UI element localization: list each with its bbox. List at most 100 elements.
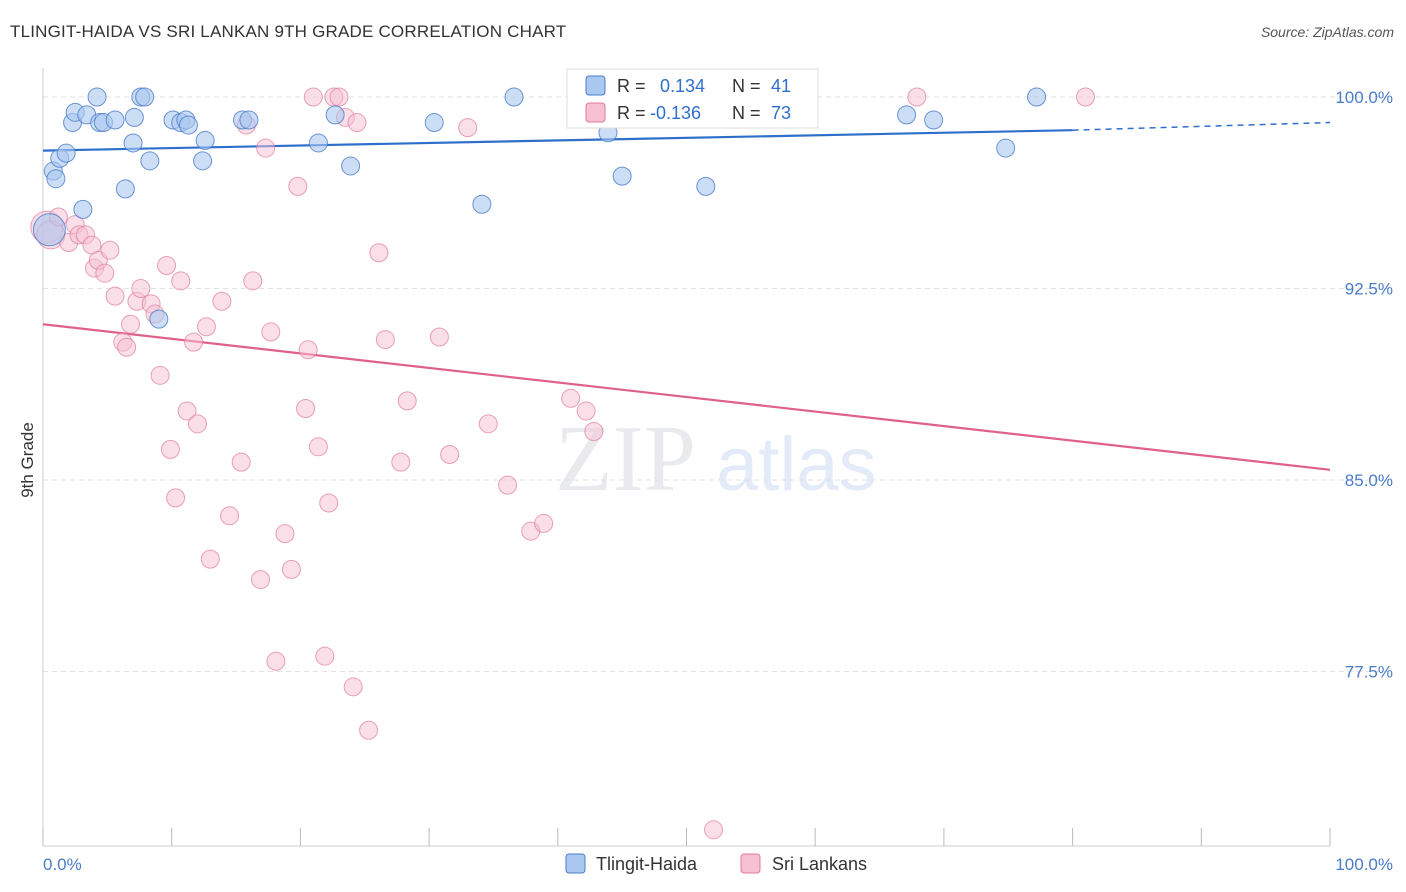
tlingit-haida-point bbox=[149, 309, 169, 329]
sri-lankans-point bbox=[157, 256, 177, 276]
sri-lankans-point bbox=[704, 820, 724, 840]
sri-lankans-point bbox=[177, 401, 197, 421]
sri-lankans-point bbox=[907, 87, 927, 107]
tlingit-haida-point bbox=[239, 110, 259, 130]
tlingit-haida-points bbox=[32, 87, 1047, 329]
sri-lankans-point bbox=[171, 271, 191, 291]
sri-lankans-point bbox=[498, 475, 518, 495]
legend-n-label-2: N = bbox=[732, 103, 761, 123]
tlingit-haida-point bbox=[87, 87, 107, 107]
tlingit-haida-point bbox=[195, 130, 215, 150]
sri-lankans-point bbox=[261, 322, 281, 342]
tlingit-haida-point bbox=[123, 133, 143, 153]
sri-lankans-point bbox=[375, 330, 395, 350]
sri-lankans-point bbox=[440, 444, 460, 464]
tlingit-haida-point bbox=[924, 110, 944, 130]
tlingit-haida-point bbox=[504, 87, 524, 107]
tlingit-haida-point bbox=[32, 213, 66, 247]
sri-lankans-point bbox=[561, 388, 581, 408]
watermark-atlas: atlas bbox=[716, 422, 877, 507]
sri-lankans-point bbox=[303, 87, 323, 107]
sri-lankans-point bbox=[187, 414, 207, 434]
sri-lankans-point bbox=[150, 365, 170, 385]
sri-lankans-point bbox=[429, 327, 449, 347]
x-tick-label-100: 100.0% bbox=[1335, 855, 1393, 874]
sri-lankans-point bbox=[200, 549, 220, 569]
sri-lankans-point bbox=[576, 401, 596, 421]
tlingit-haida-point bbox=[46, 169, 66, 189]
legend-box bbox=[566, 68, 819, 129]
chart-title: TLINGIT-HAIDA VS SRI LANKAN 9TH GRADE CO… bbox=[10, 22, 567, 41]
sri-lankans-point bbox=[196, 317, 216, 337]
sri-lankans-point bbox=[117, 337, 137, 357]
legend-r-value-2: -0.136 bbox=[650, 103, 701, 123]
axes bbox=[42, 68, 1331, 847]
x-tick-label-0: 0.0% bbox=[43, 855, 82, 874]
trend-line-sri-lankans bbox=[42, 323, 1331, 471]
sri-lankans-point bbox=[478, 414, 498, 434]
y-tick-label: 100.0% bbox=[1335, 88, 1393, 107]
tlingit-haida-point bbox=[124, 107, 144, 127]
sri-lankans-point bbox=[220, 506, 240, 526]
sri-lankans-point bbox=[1075, 87, 1095, 107]
sri-lankans-point bbox=[281, 559, 301, 579]
legend-r-value-1: 0.134 bbox=[660, 76, 705, 96]
tlingit-haida-point bbox=[472, 194, 492, 214]
series-legend: Tlingit-Haida Sri Lankans bbox=[565, 853, 867, 874]
tlingit-haida-point bbox=[193, 151, 213, 171]
sri-lankans-point bbox=[251, 570, 271, 590]
sri-lankans-point bbox=[534, 513, 554, 533]
tlingit-haida-point bbox=[178, 115, 198, 135]
sri-lankans-point bbox=[369, 243, 389, 263]
trend-line-tlingit-haida-extension bbox=[1072, 121, 1331, 131]
sri-lankans-point bbox=[359, 720, 379, 740]
sri-lankans-point bbox=[243, 271, 263, 291]
sri-lankans-point bbox=[105, 286, 125, 306]
y-axis-title: 9th Grade bbox=[18, 422, 37, 498]
tlingit-haida-point bbox=[73, 199, 93, 219]
sri-lankans-point bbox=[95, 263, 115, 283]
sri-lankans-point bbox=[298, 340, 318, 360]
tlingit-haida-point bbox=[424, 113, 444, 133]
tlingit-haida-point bbox=[612, 166, 632, 186]
sri-lankans-point bbox=[288, 176, 308, 196]
series-legend-label-tlingit-haida: Tlingit-Haida bbox=[596, 854, 698, 874]
sri-lankans-point bbox=[121, 314, 141, 334]
tlingit-haida-point bbox=[996, 138, 1016, 158]
legend-r-label-1: R = bbox=[617, 76, 646, 96]
trend-line-tlingit-haida bbox=[42, 129, 1073, 152]
sri-lankans-point bbox=[166, 488, 186, 508]
tlingit-haida-point bbox=[897, 105, 917, 125]
series-legend-swatch-sri-lankans bbox=[740, 853, 761, 874]
watermark: ZIP atlas bbox=[555, 407, 877, 511]
legend-swatch-blue bbox=[585, 75, 606, 96]
legend-n-label-1: N = bbox=[732, 76, 761, 96]
sri-lankans-point bbox=[329, 87, 349, 107]
y-tick-label: 92.5% bbox=[1345, 280, 1393, 299]
series-legend-swatch-tlingit-haida bbox=[565, 853, 586, 874]
sri-lankans-point bbox=[458, 118, 478, 138]
sri-lankans-point bbox=[343, 677, 363, 697]
series-legend-label-sri-lankans: Sri Lankans bbox=[772, 854, 867, 874]
tlingit-haida-point bbox=[115, 179, 135, 199]
tlingit-haida-point bbox=[105, 110, 125, 130]
sri-lankans-point bbox=[212, 291, 232, 311]
sri-lankans-point bbox=[319, 493, 339, 513]
trend-lines bbox=[42, 121, 1331, 471]
sri-lankans-point bbox=[131, 279, 151, 298]
tlingit-haida-point bbox=[140, 151, 160, 171]
sri-lankans-point bbox=[296, 399, 316, 419]
legend-n-value-2: 73 bbox=[771, 103, 791, 123]
legend-r-label-2: R = bbox=[617, 103, 646, 123]
legend-swatch-pink bbox=[585, 102, 606, 123]
sri-lankans-point bbox=[347, 113, 367, 133]
sri-lankans-point bbox=[184, 332, 204, 352]
sri-lankans-point bbox=[100, 240, 120, 260]
sri-lankans-point bbox=[256, 138, 276, 158]
y-tick-label: 85.0% bbox=[1345, 471, 1393, 490]
tlingit-haida-point bbox=[341, 156, 361, 176]
tlingit-haida-point bbox=[56, 143, 76, 163]
legend-n-value-1: 41 bbox=[771, 76, 791, 96]
sri-lankans-point bbox=[231, 452, 251, 472]
